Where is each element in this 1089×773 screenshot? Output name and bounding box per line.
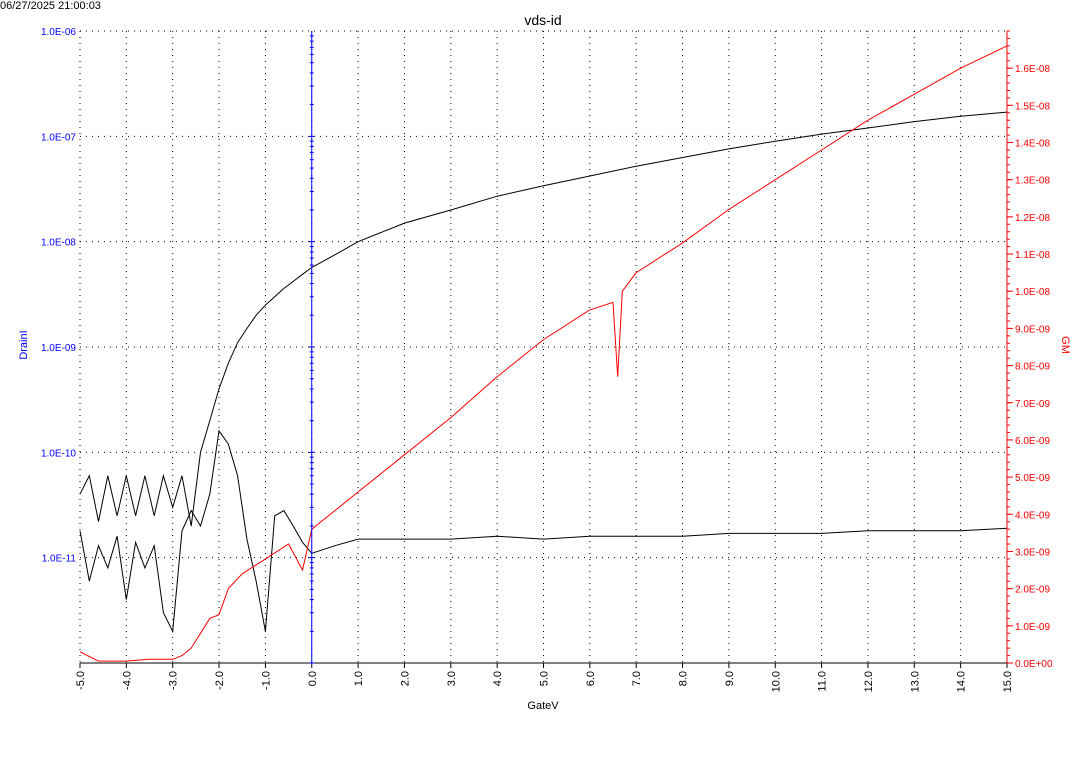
x-tick-label: 7.0 xyxy=(631,671,643,686)
right-tick-label: 1.1E-08 xyxy=(1015,250,1050,261)
right-tick-label: 8.0E-09 xyxy=(1015,362,1050,373)
right-tick-label: 3.0E-09 xyxy=(1015,547,1050,558)
right-tick-label: 1.6E-08 xyxy=(1015,64,1050,75)
right-tick-label: 1.2E-08 xyxy=(1015,213,1050,224)
x-tick-labels: -5.0 -4.0 -3.0 -2.0 -1.0 0.0 1.0 2.0 3.0 4.0 5.0 6.… xyxy=(75,671,1014,692)
left-tick-label: 1.0E-08 xyxy=(41,238,76,249)
chart-title: vds-id xyxy=(524,12,561,28)
left-tick-label: 1.0E-10 xyxy=(41,448,76,459)
left-tick-label: 1.0E-09 xyxy=(41,343,76,354)
x-tick-label: 1.0 xyxy=(353,671,365,686)
right-tick-label: 1.0E-08 xyxy=(1015,287,1050,298)
right-tick-label: 1.4E-08 xyxy=(1015,139,1050,150)
series-line-3 xyxy=(79,45,1008,662)
right-tick-label: 1.0E-09 xyxy=(1015,622,1050,633)
right-tick-label: 1.3E-08 xyxy=(1015,176,1050,187)
left-tick-label: 1.0E-11 xyxy=(42,554,77,565)
x-tick-label: 12.0 xyxy=(863,671,875,692)
x-tick-label: 8.0 xyxy=(678,671,690,686)
left-axis-label: DrainI xyxy=(18,330,30,359)
x-tick-label: 13.0 xyxy=(909,671,921,692)
right-tick-label: 4.0E-09 xyxy=(1015,510,1050,521)
x-tick-label: 11.0 xyxy=(817,671,829,692)
x-tick-label: 9.0 xyxy=(724,671,736,686)
right-axis-label: GM xyxy=(1059,336,1071,354)
series-line-1 xyxy=(79,111,1008,527)
left-tick-labels: 1.0E-06 1.0E-07 1.0E-08 1.0E-09 1.0E-10 1.0E-… xyxy=(41,27,76,565)
x-tick-label: 3.0 xyxy=(446,671,458,686)
x-tick-label: 6.0 xyxy=(585,671,597,686)
right-tick-label: 0.0E+00 xyxy=(1015,659,1053,670)
right-tick-label: 6.0E-09 xyxy=(1015,436,1050,447)
axes xyxy=(80,31,1008,664)
right-tick-label: 1.5E-08 xyxy=(1015,101,1050,112)
left-tick-label: 1.0E-07 xyxy=(41,132,76,143)
x-tick-label: -3.0 xyxy=(168,671,180,690)
x-tick-label: 14.0 xyxy=(956,671,968,692)
left-tick-label: 1.0E-06 xyxy=(41,27,76,38)
x-tick-label: 0.0 xyxy=(307,671,319,686)
x-tick-label: 10.0 xyxy=(770,671,782,692)
right-tick-label: 7.0E-09 xyxy=(1015,399,1050,410)
series-line-2 xyxy=(79,429,1008,634)
series-layer xyxy=(79,45,1008,662)
x-tick-label: -1.0 xyxy=(260,671,272,690)
x-tick-label: -4.0 xyxy=(121,671,133,690)
timestamp: 06/27/2025 21:00:03 xyxy=(0,0,101,12)
right-tick-label: 5.0E-09 xyxy=(1015,473,1050,484)
x-tick-label: 15.0 xyxy=(1002,671,1014,692)
x-tick-label: 4.0 xyxy=(492,671,504,686)
x-tick-label: 5.0 xyxy=(539,671,551,686)
x-axis-label: GateV xyxy=(527,700,559,712)
grid xyxy=(79,30,1008,668)
x-tick-label: 2.0 xyxy=(399,671,411,686)
right-tick-label: 2.0E-09 xyxy=(1015,585,1050,596)
x-tick-label: -5.0 xyxy=(75,671,87,690)
x-tick-label: -2.0 xyxy=(214,671,226,690)
right-tick-label: 9.0E-09 xyxy=(1015,324,1050,335)
right-tick-labels: 0.0E+00 1.0E-09 2.0E-09 3.0E-09 4.0E-09 5.0E-… xyxy=(1007,30,1053,670)
